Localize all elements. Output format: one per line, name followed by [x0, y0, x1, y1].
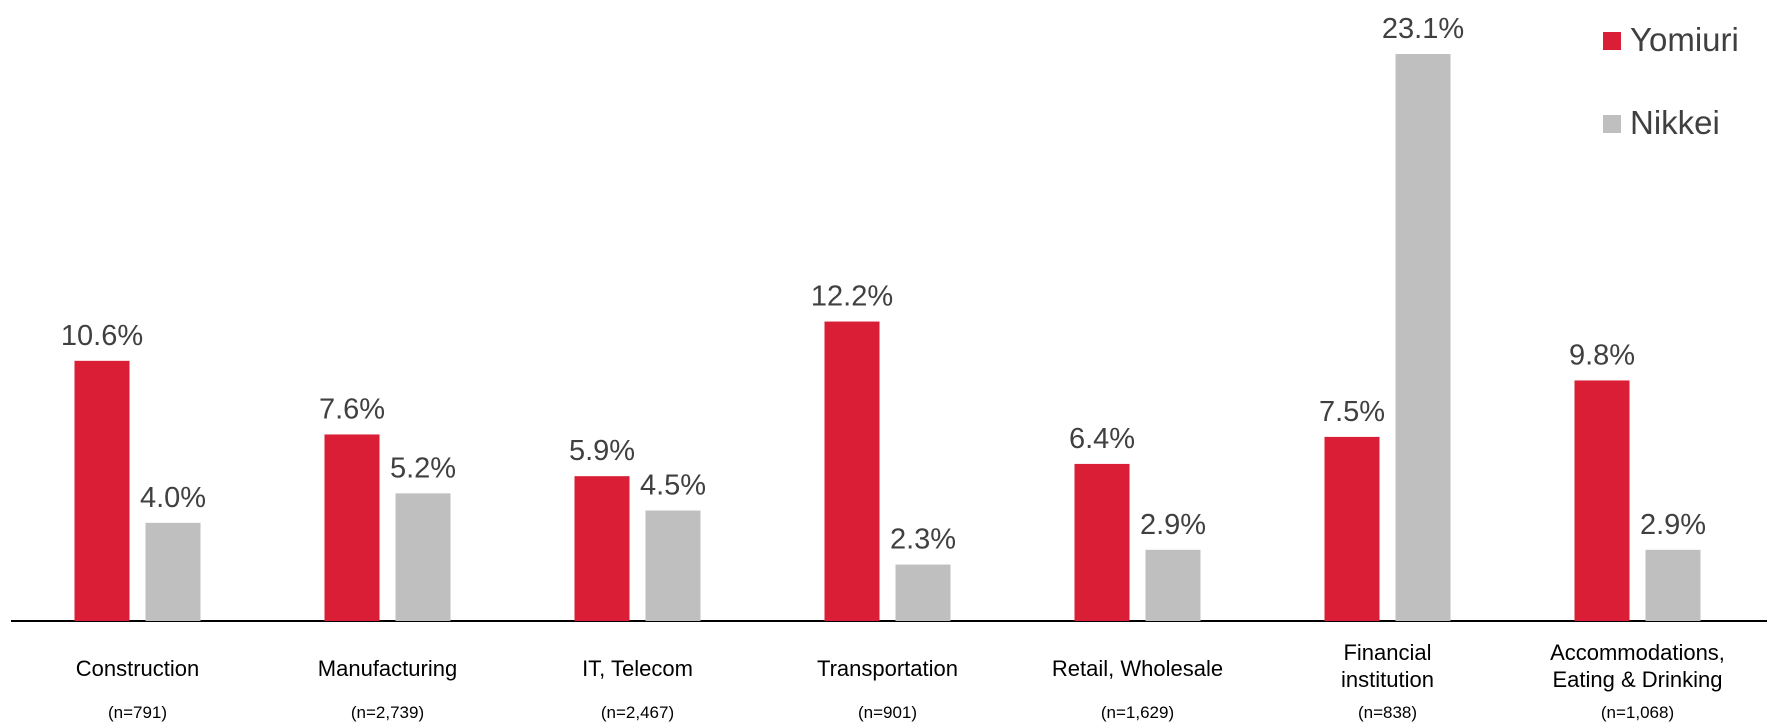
bar — [574, 476, 630, 621]
bar — [74, 360, 130, 621]
data-label: 6.4% — [1069, 423, 1135, 455]
sample-size-label: (n=791) — [107, 703, 168, 722]
bar — [1395, 54, 1451, 621]
data-label: 2.3% — [890, 524, 956, 556]
legend-swatch — [1603, 115, 1621, 133]
bar — [895, 564, 951, 621]
bar — [324, 434, 380, 621]
x-tick-label: Financial institution — [1341, 640, 1434, 692]
bar — [824, 321, 880, 621]
sample-size-label: (n=1,068) — [1600, 703, 1675, 722]
data-label: 5.9% — [569, 435, 635, 467]
bar — [1574, 380, 1630, 621]
x-tick-label: Accommodations, Eating & Drinking — [1550, 640, 1725, 692]
bar — [1145, 549, 1201, 621]
bar — [1074, 463, 1130, 621]
data-label: 7.5% — [1319, 396, 1385, 428]
x-tick-label: Retail, Wholesale — [1051, 656, 1224, 681]
sample-size-label: (n=901) — [857, 703, 918, 722]
data-label: 5.2% — [390, 452, 456, 484]
sample-size-label: (n=2,467) — [600, 703, 675, 722]
data-label: 12.2% — [811, 281, 893, 313]
data-label: 2.9% — [1140, 509, 1206, 541]
data-label: 4.0% — [140, 482, 206, 514]
legend-swatch — [1603, 32, 1621, 50]
data-label: 2.9% — [1640, 509, 1706, 541]
data-label: 4.5% — [640, 470, 706, 502]
legend-label: Yomiuri — [1630, 21, 1739, 58]
x-tick-label: IT, Telecom — [582, 656, 693, 681]
data-label: 23.1% — [1382, 13, 1464, 45]
x-tick-label: Manufacturing — [317, 656, 458, 681]
sample-size-label: (n=2,739) — [350, 703, 425, 722]
data-label: 9.8% — [1569, 339, 1635, 371]
bar — [395, 493, 451, 621]
data-label: 10.6% — [61, 320, 143, 352]
data-label: 7.6% — [319, 393, 385, 425]
x-tick-label: Construction — [75, 656, 200, 681]
sample-size-label: (n=838) — [1357, 703, 1418, 722]
bar — [1645, 549, 1701, 621]
legend-label: Nikkei — [1630, 104, 1720, 141]
bar — [645, 510, 701, 621]
x-tick-label: Transportation — [816, 656, 959, 681]
bar — [1324, 436, 1380, 621]
sample-size-label: (n=1,629) — [1100, 703, 1175, 722]
bar — [145, 522, 201, 621]
